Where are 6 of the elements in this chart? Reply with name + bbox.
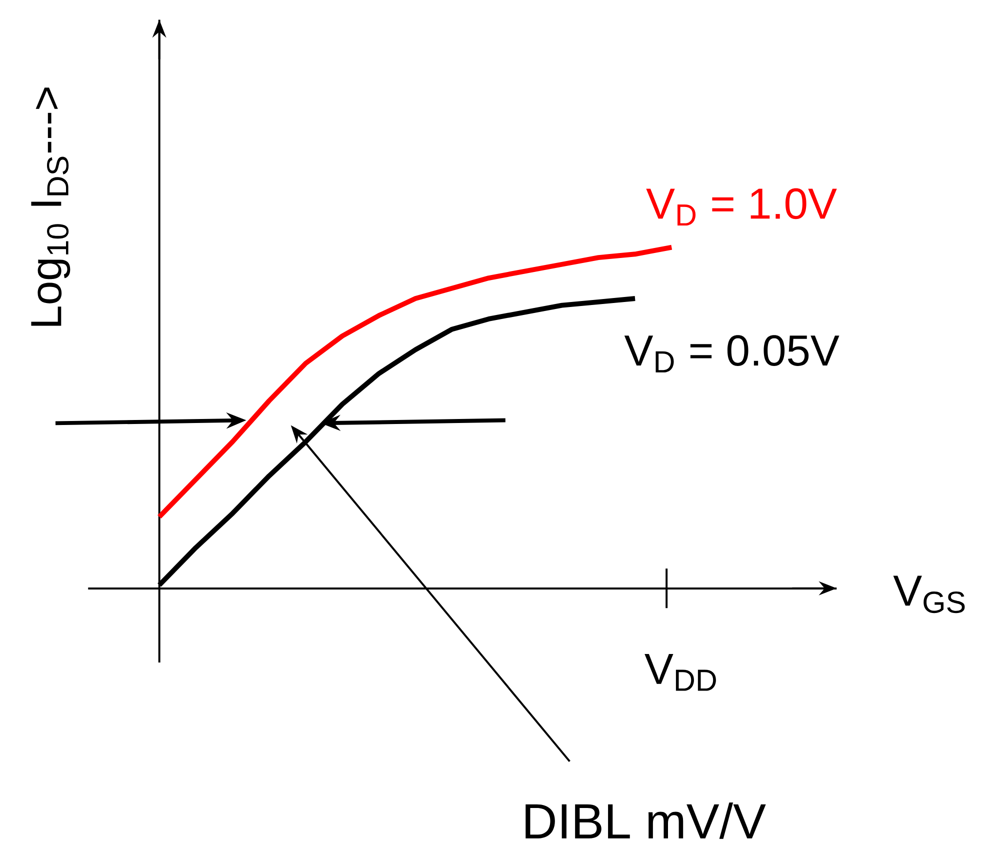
x-axis-title: V$_{GS}$ [893, 576, 965, 613]
series-label: V$_{D}$ = 0.05V [624, 334, 840, 372]
series-label: V$_{D}$ = 1.0V [646, 188, 837, 226]
text: V$_{DD}$ [644, 654, 716, 691]
text: DIBL mV/V [526, 802, 766, 839]
y-axis-title: Log$_{10}$ I$_{DS}$---> [31, 87, 70, 326]
